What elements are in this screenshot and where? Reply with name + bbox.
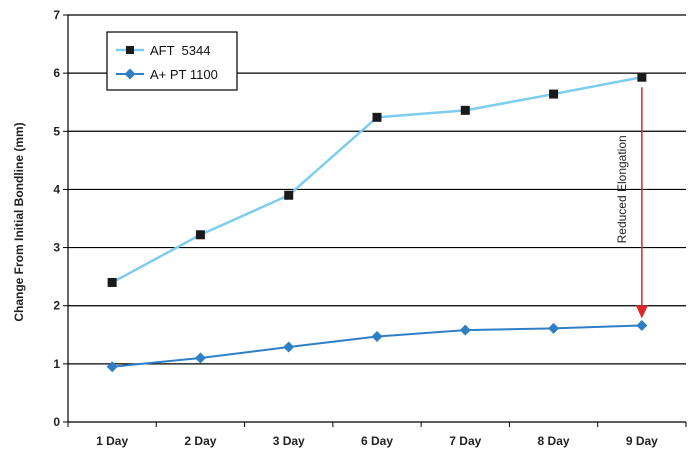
x-tick-label: 1 Day xyxy=(96,434,128,448)
x-tick-label: 6 Day xyxy=(361,434,393,448)
x-tick-label: 2 Day xyxy=(184,434,216,448)
legend: AFT 5344 A+ PT 1100 xyxy=(106,31,238,91)
series-group xyxy=(106,72,648,373)
y-tick-label: 7 xyxy=(53,8,60,22)
data-point-a-pt-1100 xyxy=(371,331,383,343)
data-point-aft-5344 xyxy=(460,105,470,115)
x-tick-label: 8 Day xyxy=(538,434,570,448)
data-point-aft-5344 xyxy=(549,89,559,99)
data-point-a-pt-1100 xyxy=(283,341,295,353)
y-tick-label: 0 xyxy=(53,415,60,429)
data-point-aft-5344 xyxy=(195,230,205,240)
legend-marker-apt xyxy=(124,68,136,80)
data-point-a-pt-1100 xyxy=(636,319,648,331)
data-point-a-pt-1100 xyxy=(459,324,471,336)
legend-label-apt: A+ PT 1100 xyxy=(150,67,218,82)
annotation-arrow-head xyxy=(635,305,648,319)
legend-box xyxy=(106,31,238,91)
annotation-label: Reduced Elongation xyxy=(615,135,629,243)
annotation-group: Reduced Elongation xyxy=(615,87,648,319)
y-tick-label: 2 xyxy=(53,299,60,313)
legend-marker-aft xyxy=(126,46,134,54)
data-point-a-pt-1100 xyxy=(194,352,206,364)
data-point-aft-5344 xyxy=(107,277,117,287)
x-tick-label: 3 Day xyxy=(273,434,305,448)
axes: 0 1 2 3 4 5 6 7 1 Day 2 Day 3 Day 6 Day 7 Day 8 Day 9 … xyxy=(53,8,687,448)
y-tick-label: 5 xyxy=(53,124,60,138)
legend-label-aft: AFT 5344 xyxy=(150,43,210,58)
y-tick-label: 6 xyxy=(53,66,60,80)
x-tick-label: 7 Day xyxy=(449,434,481,448)
y-tick-label: 1 xyxy=(53,357,60,371)
data-point-aft-5344 xyxy=(637,72,647,82)
y-tick-label: 4 xyxy=(53,182,60,196)
data-point-aft-5344 xyxy=(284,190,294,200)
data-point-a-pt-1100 xyxy=(106,361,118,373)
y-tick-label: 3 xyxy=(53,241,60,255)
data-point-aft-5344 xyxy=(372,112,382,122)
series-line-aft-5344 xyxy=(111,75,643,284)
y-axis-title: Change From Initial Bondline (mm) xyxy=(12,122,26,321)
x-tick-label: 9 Day xyxy=(626,434,658,448)
data-point-a-pt-1100 xyxy=(548,322,560,334)
